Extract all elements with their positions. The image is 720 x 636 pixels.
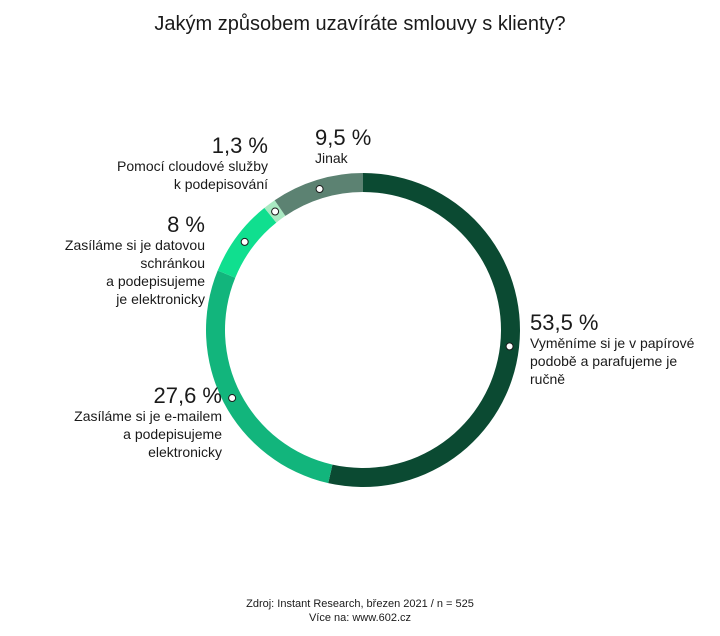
value-label: 53,5 % — [530, 310, 599, 335]
value-label: 8 % — [167, 212, 205, 237]
marker-dot — [505, 342, 514, 351]
value-label: 9,5 % — [315, 125, 372, 150]
donut-slice — [274, 173, 363, 216]
category-label: Zasíláme si je datovou schránkou a podep… — [64, 237, 205, 307]
marker-dot — [271, 207, 280, 216]
category-label: Jinak — [315, 150, 348, 166]
value-label: 27,6 % — [153, 383, 223, 408]
source: Zdroj: Instant Research, březen 2021 / n… — [246, 598, 474, 610]
donut-slice — [328, 173, 520, 487]
marker-dot — [228, 394, 237, 403]
category-label: Pomocí cloudové služby k podepisování — [117, 158, 268, 192]
marker-dot — [240, 237, 249, 246]
donut-slice — [205, 270, 333, 484]
category-label: Vyměníme si je v papírové podobě a paraf… — [530, 335, 695, 387]
chart-title: Jakým způsobem uzavíráte smlouvy s klien… — [154, 13, 566, 35]
category-label: Zasíláme si je e-mailem a podepisujeme e… — [74, 408, 222, 460]
marker-dot — [315, 185, 324, 194]
value-label: 1,3 % — [211, 133, 268, 158]
source: Více na: www.602.cz — [308, 612, 412, 624]
